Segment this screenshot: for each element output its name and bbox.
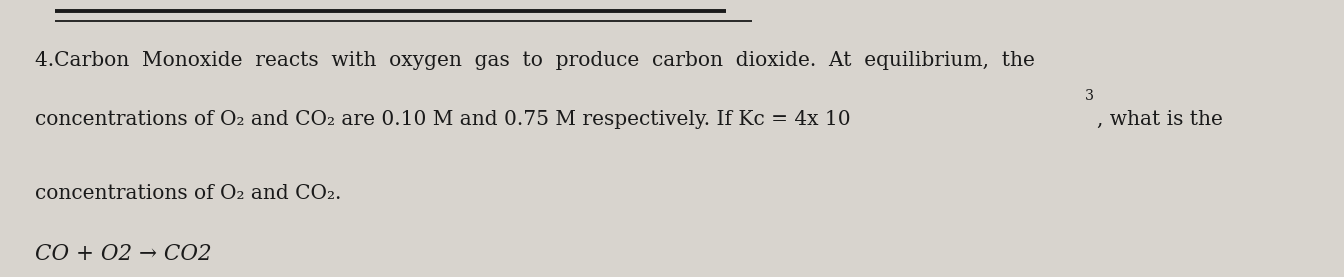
Text: CO + O2 → CO2: CO + O2 → CO2 [35, 243, 211, 265]
Text: 3: 3 [1085, 89, 1094, 103]
Text: 4.Carbon  Monoxide  reacts  with  oxygen  gas  to  produce  carbon  dioxide.  At: 4.Carbon Monoxide reacts with oxygen gas… [35, 51, 1035, 70]
Text: concentrations of O₂ and CO₂ are 0.10 M and 0.75 M respectively. If Kc = 4x 10: concentrations of O₂ and CO₂ are 0.10 M … [35, 110, 851, 129]
Text: , what is the: , what is the [1097, 110, 1223, 129]
Text: concentrations of O₂ and CO₂.: concentrations of O₂ and CO₂. [35, 184, 341, 203]
